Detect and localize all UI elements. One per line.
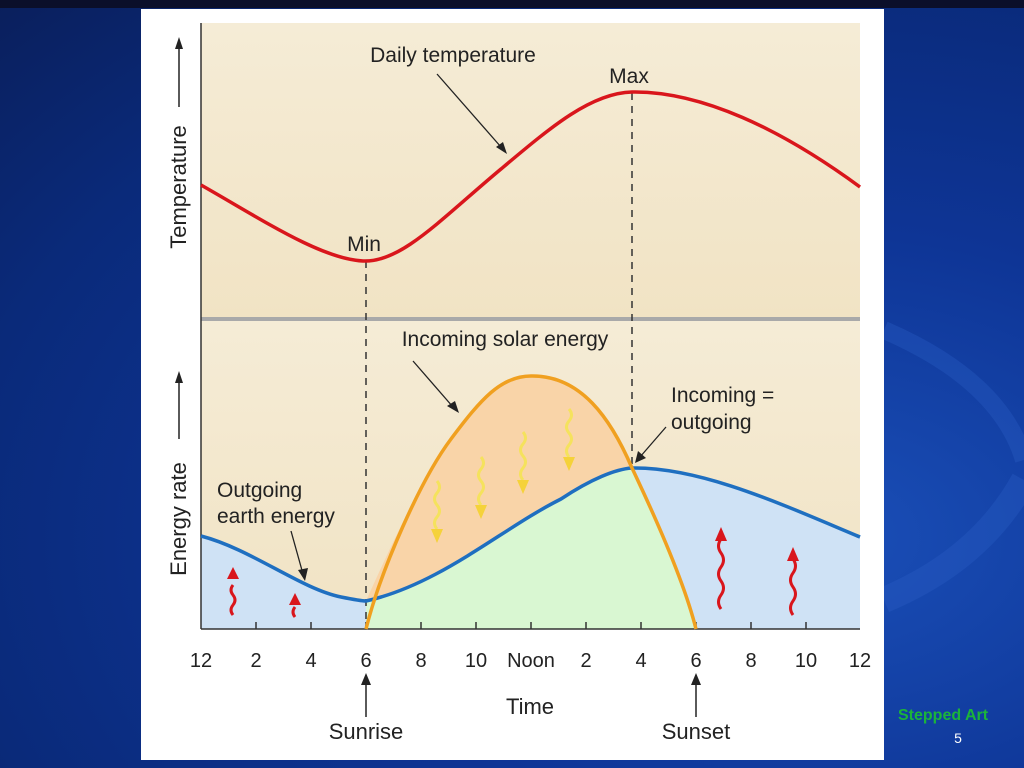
night-deficit-region-left xyxy=(201,536,366,629)
outgoing-earth-energy-label-line2: earth energy xyxy=(217,505,335,528)
sunset-marker: Sunset xyxy=(662,673,731,744)
incoming-equals-label-line2: outgoing xyxy=(671,411,752,434)
incoming-solar-arrows xyxy=(433,408,573,530)
outgoing-earth-arrows xyxy=(229,538,797,618)
energy-rate-axis-label: Energy rate xyxy=(166,462,191,576)
sunrise-label: Sunrise xyxy=(329,719,404,744)
sunrise-marker: Sunrise xyxy=(329,673,404,744)
daily-temperature-pointer xyxy=(436,73,507,154)
x-tick-label: 8 xyxy=(415,650,426,672)
incoming-equals-pointer xyxy=(635,426,667,463)
max-label: Max xyxy=(609,65,649,88)
energy-axis-label-group: Energy rate xyxy=(166,371,191,576)
stepped-art-caption: Stepped Art xyxy=(898,707,989,724)
incoming-solar-pointer xyxy=(412,360,459,413)
x-tick-label: 6 xyxy=(690,650,701,672)
min-label: Min xyxy=(347,233,381,256)
daily-temperature-label: Daily temperature xyxy=(370,44,536,67)
outgoing-earth-energy-curve xyxy=(200,466,861,603)
x-tick-label: 2 xyxy=(250,650,261,672)
x-tick-label: 10 xyxy=(465,650,487,672)
x-tick-label: 2 xyxy=(580,650,591,672)
incoming-solar-energy-label: Incoming solar energy xyxy=(402,328,609,351)
top-bar xyxy=(0,0,1024,8)
outgoing-arrow-heads xyxy=(227,527,799,605)
outgoing-earth-energy-label-line1: Outgoing xyxy=(217,479,302,502)
temperature-axis-label: Temperature xyxy=(166,125,191,249)
incoming-equals-label-line1: Incoming = xyxy=(671,384,774,407)
outgoing-earth-pointer xyxy=(290,530,308,581)
incoming-solar-energy-curve xyxy=(364,374,698,630)
solar-energy-region xyxy=(366,375,632,601)
temperature-panel-bg xyxy=(201,23,860,319)
x-tick-label: 10 xyxy=(795,650,817,672)
x-tick-label: 4 xyxy=(305,650,316,672)
x-tick-label: Noon xyxy=(507,650,555,672)
surplus-region xyxy=(366,468,696,629)
energy-temperature-diagram: 12 2 4 6 8 10 Noon 2 4 6 8 10 12 Time Su… xyxy=(166,23,871,744)
solar-arrow-heads xyxy=(431,457,575,543)
night-deficit-region-right xyxy=(632,467,860,629)
x-tick-label: 12 xyxy=(849,650,871,672)
temperature-axis-label-group: Temperature xyxy=(166,37,191,249)
sunset-label: Sunset xyxy=(662,719,731,744)
x-tick-label: 6 xyxy=(360,650,371,672)
x-tick-label: 4 xyxy=(635,650,646,672)
x-tick-label: 12 xyxy=(190,650,212,672)
figure-panel: 12 2 4 6 8 10 Noon 2 4 6 8 10 12 Time Su… xyxy=(141,9,884,760)
slide-number: 5 xyxy=(954,730,962,746)
x-tick-label: 8 xyxy=(745,650,756,672)
x-axis-title: Time xyxy=(506,694,554,719)
daily-temperature-curve xyxy=(200,90,862,263)
